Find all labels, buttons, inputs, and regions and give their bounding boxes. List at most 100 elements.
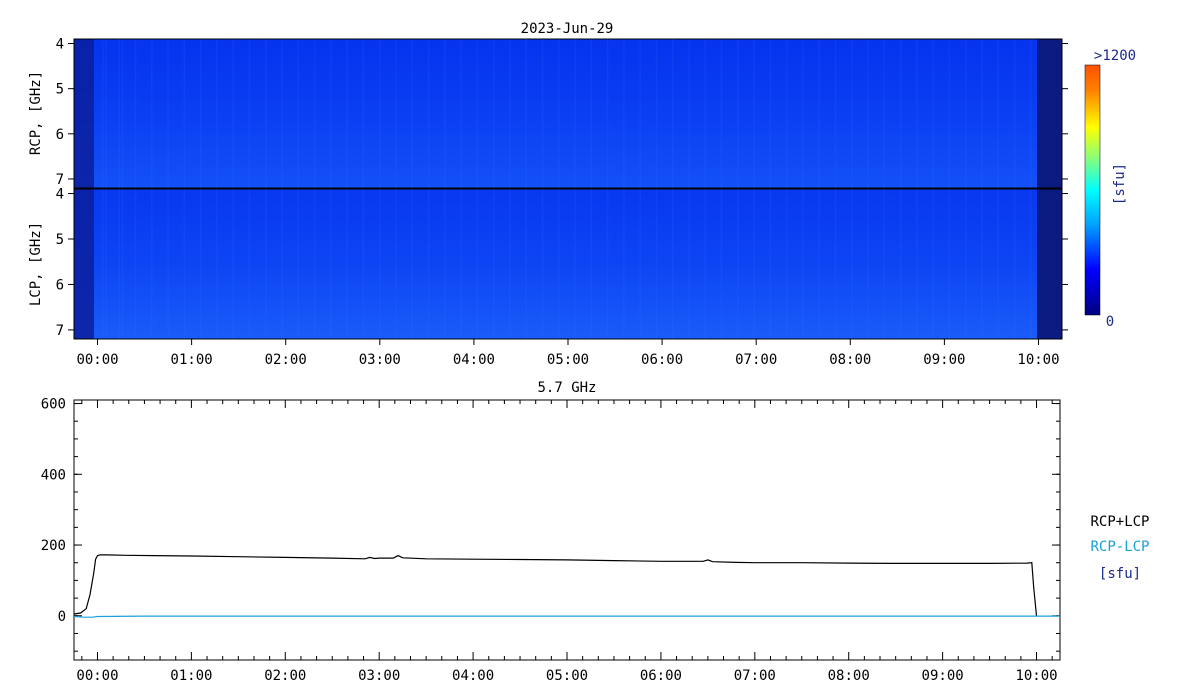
- spectrogram-xtick-label: 06:00: [641, 352, 683, 368]
- lcp-streak: [981, 189, 983, 339]
- rcp-streak: [916, 39, 918, 188]
- lcp-streak: [623, 189, 625, 339]
- rcp-streak: [964, 39, 967, 188]
- rcp-streak: [134, 39, 137, 188]
- rcp-streak: [590, 39, 593, 188]
- lcp-streak: [525, 189, 527, 339]
- lightcurve-xtick-label: 09:00: [922, 668, 964, 684]
- lcp-streak: [655, 189, 658, 339]
- lcp-streak: [395, 189, 397, 339]
- rcp-streak: [460, 39, 462, 188]
- rcp-streak: [378, 39, 381, 188]
- lightcurve-xtick-label: 10:00: [1015, 668, 1057, 684]
- lcp-ytick-label: 4: [56, 187, 64, 203]
- rcp-streak: [834, 39, 837, 188]
- rcp-heatmap: [74, 39, 1062, 188]
- lcp-streak: [932, 189, 934, 339]
- rcp-ytick-label: 7: [56, 172, 64, 188]
- rcp-quiet-end: [1037, 39, 1062, 188]
- colorbar-unit: [sfu]: [1112, 163, 1128, 205]
- rcp-streak: [151, 39, 153, 188]
- rcp-streak: [444, 39, 446, 188]
- lightcurve-ytick-label: 600: [41, 397, 66, 413]
- series-line-rcp-plus-lcp: [73, 554, 1038, 616]
- lcp-streak: [167, 189, 169, 339]
- lcp-streak: [997, 189, 1000, 339]
- lcp-streak: [606, 189, 609, 339]
- rcp-streak: [281, 39, 283, 188]
- lcp-streak: [121, 189, 124, 339]
- lcp-streak: [964, 189, 967, 339]
- rcp-streak: [688, 39, 690, 188]
- rcp-streak: [199, 39, 202, 188]
- lcp-streak: [362, 189, 365, 339]
- spectrogram-xtick-label: 01:00: [171, 352, 213, 368]
- lcp-streak: [1013, 189, 1016, 339]
- lcp-streak: [346, 189, 348, 339]
- rcp-streak: [606, 39, 609, 188]
- lcp-streak: [948, 189, 951, 339]
- lightcurve-ticks: 0 200 400 600 00:00 01:00 02:00 03:00 04:00 05:00…: [41, 397, 1060, 684]
- lcp-streak: [639, 189, 641, 339]
- spectrogram-xtick-label: 02:00: [265, 352, 307, 368]
- legend: RCP+LCP RCP-LCP [sfu]: [1090, 514, 1149, 582]
- rcp-streak: [216, 39, 218, 188]
- lightcurve-xtick-label: 06:00: [640, 668, 682, 684]
- rcp-streak: [476, 39, 479, 188]
- rcp-streak: [671, 39, 674, 188]
- lcp-streak: [509, 189, 511, 339]
- rcp-streak: [121, 39, 124, 188]
- rcp-streak: [639, 39, 641, 188]
- rcp-streak: [753, 39, 755, 188]
- lcp-ylabel: LCP, [GHz]: [28, 222, 44, 306]
- lcp-streak: [769, 189, 772, 339]
- rcp-streak: [867, 39, 869, 188]
- rcp-streak: [105, 39, 107, 188]
- colorbar: >1200 0 [sfu]: [1084, 48, 1136, 330]
- rcp-streak: [851, 39, 853, 188]
- lightcurve-title: 5.7 GHz: [537, 380, 596, 396]
- rcp-streak: [265, 39, 267, 188]
- rcp-streak: [427, 39, 430, 188]
- lcp-streak: [541, 189, 544, 339]
- lightcurve-xtick-label: 08:00: [828, 668, 870, 684]
- spectrogram-title: 2023-Jun-29: [521, 21, 614, 37]
- rcp-ytick-label: 6: [56, 127, 64, 143]
- spectrogram-xtick-label: 07:00: [735, 352, 777, 368]
- lcp-streak: [265, 189, 267, 339]
- rcp-streak: [362, 39, 365, 188]
- lcp-streak: [1030, 189, 1032, 339]
- rcp-streak: [574, 39, 576, 188]
- lcp-streak: [134, 189, 137, 339]
- lcp-streak: [883, 189, 886, 339]
- rcp-streak: [932, 39, 934, 188]
- lcp-streak: [118, 189, 121, 339]
- rcp-streak: [623, 39, 625, 188]
- lcp-ytick-label: 7: [56, 323, 64, 339]
- lcp-streak: [688, 189, 690, 339]
- lcp-streak: [460, 189, 462, 339]
- colorbar-gradient: [1084, 64, 1101, 316]
- lcp-streak: [281, 189, 283, 339]
- series-line-rcp-minus-lcp: [73, 615, 1060, 618]
- rcp-streak: [346, 39, 348, 188]
- rcp-streak: [330, 39, 332, 188]
- lightcurve-ytick-label: 200: [41, 538, 66, 554]
- rcp-streak: [232, 39, 234, 188]
- rcp-streak: [785, 39, 788, 188]
- rcp-streak: [411, 39, 414, 188]
- rcp-streak: [737, 39, 739, 188]
- spectrogram-xtick-label: 00:00: [76, 352, 118, 368]
- lcp-streak: [834, 189, 837, 339]
- lightcurve-xtick-label: 02:00: [264, 668, 306, 684]
- rcp-ytick-label: 4: [56, 37, 64, 53]
- lcp-streak: [720, 189, 723, 339]
- lightcurve-xtick-label: 01:00: [170, 668, 212, 684]
- lightcurve-xtick-label: 03:00: [358, 668, 400, 684]
- lcp-streak: [704, 189, 707, 339]
- lightcurve-xtick-label: 00:00: [76, 668, 118, 684]
- rcp-streak: [492, 39, 495, 188]
- lcp-streak: [785, 189, 788, 339]
- lcp-streak: [753, 189, 755, 339]
- lightcurve-panel: 0 200 400 600 00:00 01:00 02:00 03:00 04:00 05:00…: [41, 397, 1061, 684]
